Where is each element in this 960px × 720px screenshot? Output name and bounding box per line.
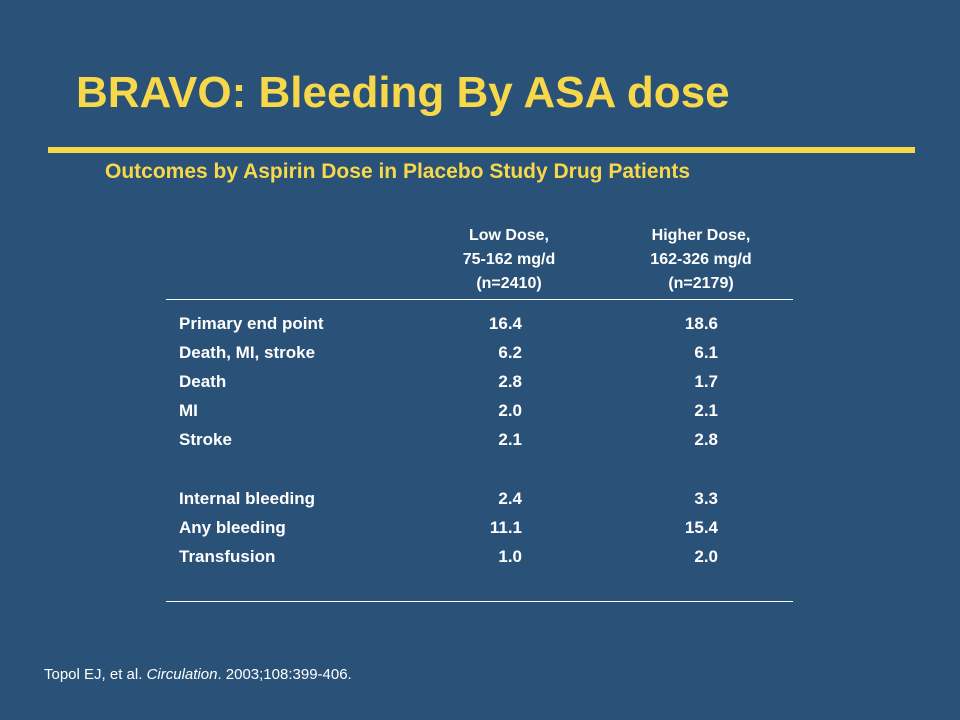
citation-authors: Topol EJ, et al.	[44, 666, 147, 683]
low-dose-value: 16.4	[488, 314, 522, 333]
higher-dose-value: 15.4	[684, 518, 718, 537]
table-row: Stroke 2.1 2.8	[0, 430, 960, 459]
table-row: Any bleeding 11.1 15.4	[0, 518, 960, 547]
citation: Topol EJ, et al. Circulation. 2003;108:3…	[44, 666, 352, 683]
row-label: Stroke	[179, 430, 232, 449]
row-label: Internal bleeding	[179, 489, 316, 508]
column-header-low-dose: Low Dose, 75-162 mg/d (n=2410)	[409, 224, 609, 296]
low-dose-value: 11.1	[489, 518, 522, 537]
row-label: Death, MI, stroke	[179, 343, 316, 362]
column-header-line: Higher Dose,	[651, 227, 751, 244]
row-label: MI	[179, 401, 198, 420]
row-label: Primary end point	[179, 314, 324, 333]
slide-subtitle: Outcomes by Aspirin Dose in Placebo Stud…	[105, 160, 691, 183]
low-dose-value: 2.1	[498, 430, 522, 449]
column-header-line: (n=2410)	[476, 275, 542, 292]
column-header-higher-dose: Higher Dose, 162-326 mg/d (n=2179)	[601, 224, 801, 296]
low-dose-value: 2.8	[498, 372, 522, 391]
row-label: Death	[179, 372, 227, 391]
low-dose-value: 6.2	[498, 343, 522, 362]
title-divider	[48, 147, 915, 153]
higher-dose-value: 2.0	[694, 547, 718, 566]
column-header-line: Low Dose,	[468, 227, 549, 244]
higher-dose-value: 3.3	[694, 489, 718, 508]
low-dose-value: 2.4	[498, 489, 522, 508]
low-dose-value: 2.0	[498, 401, 522, 420]
row-label: Any bleeding	[179, 518, 286, 537]
higher-dose-value: 1.7	[694, 372, 718, 391]
column-header-line: 75-162 mg/d	[462, 251, 556, 268]
column-header-line: 162-326 mg/d	[650, 251, 752, 268]
table-row: Death, MI, stroke 6.2 6.1	[0, 343, 960, 372]
citation-details: . 2003;108:399-406.	[217, 666, 352, 683]
table-bottom-rule	[166, 601, 793, 602]
higher-dose-value: 2.8	[694, 430, 718, 449]
table-row: Death 2.8 1.7	[0, 372, 960, 401]
citation-journal: Circulation	[146, 666, 218, 683]
higher-dose-value: 2.1	[694, 401, 718, 420]
low-dose-value: 1.0	[498, 547, 522, 566]
table-row: Primary end point 16.4 18.6	[0, 314, 960, 343]
slide-title: BRAVO: Bleeding By ASA dose	[76, 68, 730, 117]
higher-dose-value: 6.1	[694, 343, 718, 362]
higher-dose-value: 18.6	[684, 314, 718, 333]
table-row: MI 2.0 2.1	[0, 401, 960, 430]
table-row: Internal bleeding 2.4 3.3	[0, 489, 960, 518]
column-header-line: (n=2179)	[668, 275, 734, 292]
table-top-rule	[166, 299, 793, 300]
table-row: Transfusion 1.0 2.0	[0, 547, 960, 576]
row-label: Transfusion	[179, 547, 276, 566]
